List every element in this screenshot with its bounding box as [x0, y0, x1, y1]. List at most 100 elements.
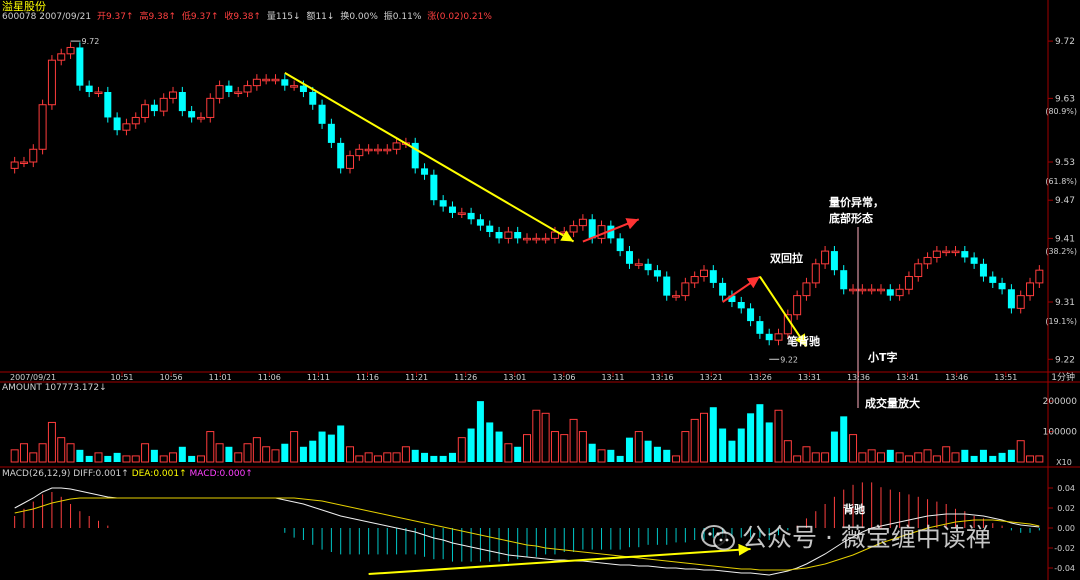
- macd-tick-label: 0.02: [1057, 504, 1075, 513]
- candle: [448, 201, 456, 218]
- amplitude-value: 振0.11%: [383, 12, 422, 22]
- candle-body: [486, 225, 494, 232]
- candle: [131, 112, 140, 129]
- amount-bar: [392, 452, 401, 463]
- candle-body: [904, 276, 913, 290]
- candle-body: [318, 104, 326, 124]
- amount-bar: [448, 452, 456, 462]
- candle: [1016, 290, 1025, 314]
- amount-bar: [430, 455, 438, 462]
- candle-body: [840, 270, 848, 290]
- price-tick-label: 9.31: [1055, 298, 1075, 308]
- candle-body: [523, 237, 531, 241]
- amount-bar: [10, 449, 19, 463]
- candle: [10, 156, 19, 174]
- candle: [1026, 277, 1035, 301]
- amount-tick-label: 100000: [1043, 428, 1078, 438]
- amount-bar: [47, 421, 56, 463]
- candle: [271, 74, 280, 85]
- candle: [290, 80, 299, 91]
- candle: [793, 290, 802, 320]
- candle-body: [514, 232, 522, 239]
- macd-title: MACD: [2, 469, 29, 479]
- amount-bar: [309, 440, 317, 462]
- candle-body: [653, 270, 661, 277]
- amount-bar: [243, 443, 252, 463]
- candle: [169, 86, 178, 104]
- candle-body: [1016, 295, 1025, 309]
- dea-legend: DEA:0.001↑: [131, 469, 187, 479]
- candle-body: [550, 231, 559, 239]
- candle: [113, 112, 121, 136]
- candle-body: [122, 123, 131, 131]
- candle: [569, 220, 578, 238]
- candle-body: [1007, 289, 1015, 309]
- candle: [1035, 265, 1044, 288]
- amount-bar: [131, 455, 140, 463]
- candle-body: [849, 288, 858, 292]
- amount-bar: [178, 446, 186, 462]
- candle: [914, 258, 923, 282]
- candle: [467, 207, 475, 225]
- candle: [774, 328, 783, 346]
- amount-bar: [411, 449, 419, 462]
- candle-body: [10, 161, 19, 169]
- amount-bar: [364, 452, 373, 463]
- volume-value: 量115↓: [266, 12, 301, 22]
- amount-bar: [802, 446, 811, 463]
- amount-bar: [1016, 440, 1025, 463]
- amount-unit-label: X10: [1056, 458, 1072, 467]
- downtrend-line-1: [284, 72, 575, 243]
- candle: [895, 284, 904, 301]
- amount-bar: [578, 431, 587, 463]
- candle: [756, 316, 764, 339]
- candle-body: [951, 250, 960, 254]
- rebound-arrow-2: [722, 275, 761, 303]
- candle: [634, 258, 643, 269]
- amount-tick-label: 200000: [1043, 397, 1078, 407]
- candle: [886, 284, 894, 301]
- candle-body: [104, 92, 112, 118]
- amount-bar: [225, 446, 233, 462]
- amount-bar: [1035, 455, 1044, 463]
- candle: [942, 246, 951, 257]
- candle-body: [271, 78, 280, 82]
- candle: [411, 137, 419, 174]
- amount-bars-layer: [10, 401, 1044, 463]
- candle-body: [672, 295, 681, 298]
- candle-body: [821, 250, 830, 265]
- candle: [457, 207, 466, 218]
- candle-body: [923, 256, 932, 265]
- macd-layer: [14, 482, 1040, 576]
- candle-body: [895, 288, 904, 297]
- macd-tick-label: -0.02: [1054, 544, 1075, 553]
- amount-bar: [299, 446, 307, 462]
- candle-body: [225, 85, 233, 92]
- amount-bar: [672, 455, 681, 463]
- candle: [699, 265, 708, 282]
- amount-bar: [728, 440, 736, 462]
- candle-body: [327, 123, 335, 143]
- amount-bar: [373, 455, 382, 463]
- amount-bar: [747, 413, 755, 462]
- amount-bar: [886, 449, 894, 462]
- time-tick-label: 11:16: [356, 373, 379, 382]
- candle: [625, 246, 633, 269]
- annotation-volume-surge: 成交量放大: [865, 396, 920, 410]
- time-tick-label: 11:26: [454, 373, 477, 382]
- candle-body: [281, 79, 289, 86]
- candle: [318, 99, 326, 129]
- amount-bar: [942, 446, 951, 463]
- candle-body: [541, 237, 550, 241]
- candle: [392, 137, 401, 155]
- candle-body: [373, 148, 382, 152]
- candle: [495, 226, 503, 244]
- candle: [932, 246, 941, 263]
- amount-bar: [904, 455, 913, 463]
- price-tick-label: 9.53: [1055, 158, 1075, 168]
- candle-body: [448, 206, 456, 213]
- candle: [364, 144, 373, 155]
- amount-bar: [532, 409, 541, 463]
